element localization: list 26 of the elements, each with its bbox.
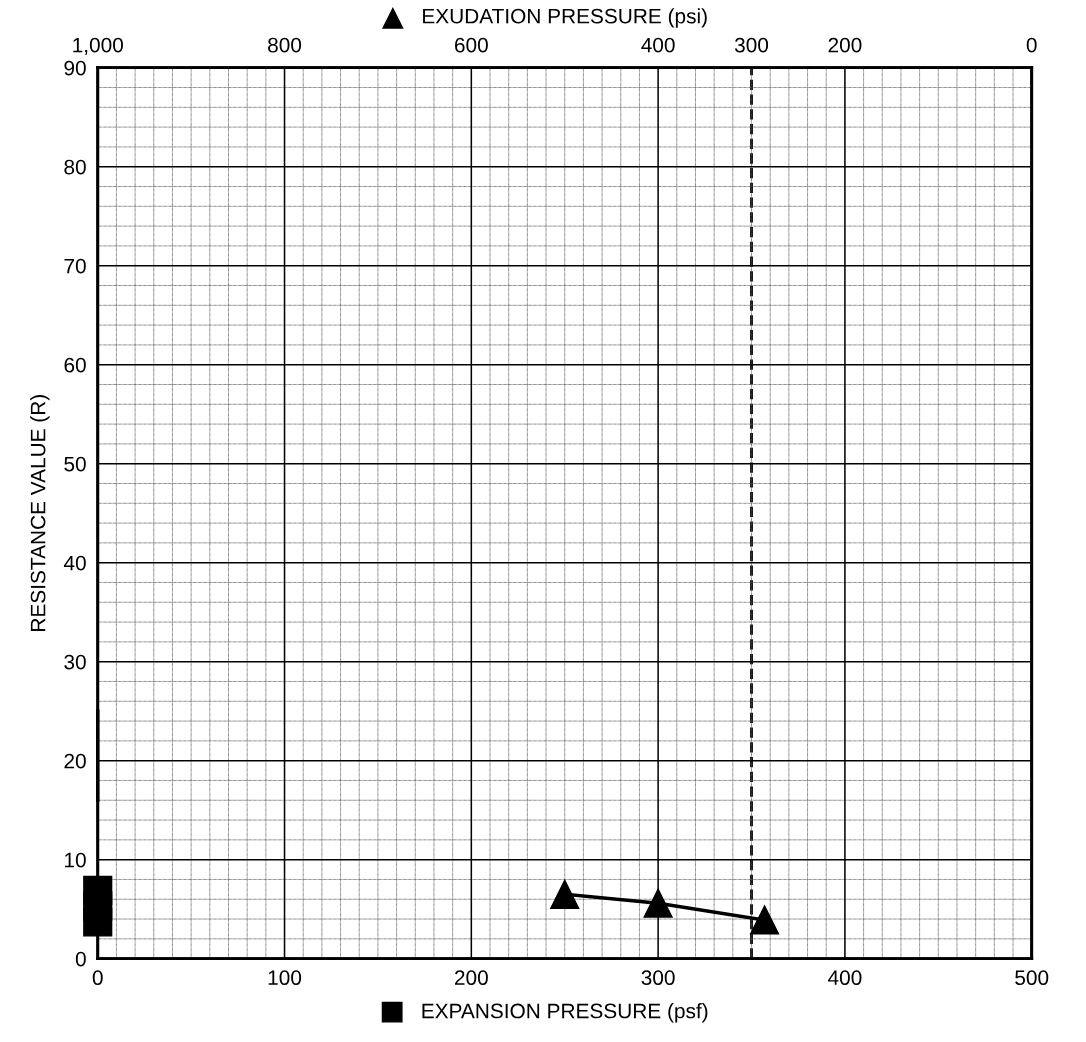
x2-tick-label: 400 <box>641 37 675 53</box>
x-tick-label: 200 <box>454 970 488 986</box>
x-tick-label: 300 <box>641 970 675 986</box>
y-tick-label: 20 <box>64 753 86 769</box>
x2-tick-label: 800 <box>268 37 302 53</box>
x2-tick-label: 200 <box>828 37 862 53</box>
x2-tick-label: 1,000 <box>73 37 123 55</box>
x2-tick-label: 0 <box>1026 37 1037 53</box>
y-tick-label: 80 <box>64 159 86 175</box>
y-tick-label: 0 <box>75 951 86 967</box>
x2-tick-label: 600 <box>455 37 488 53</box>
y-tick-label: 60 <box>64 357 86 373</box>
x2-tick-label: 300 <box>734 37 769 53</box>
y-tick-label: 90 <box>64 60 86 76</box>
x-tick-label: 400 <box>828 970 862 986</box>
x-axis-title: EXPANSION PRESSURE (psf) <box>422 1003 708 1023</box>
x-tick-label: 100 <box>268 970 302 986</box>
x2-axis-title: EXUDATION PRESSURE (psi) <box>423 8 707 28</box>
x-tick-label: 500 <box>1015 970 1049 986</box>
y-tick-label: 30 <box>64 654 86 670</box>
y-axis-title: RESISTANCE VALUE (R) <box>30 395 50 631</box>
x-tick-label: 0 <box>92 970 103 986</box>
y-tick-label: 50 <box>64 456 86 472</box>
y-tick-label: 40 <box>63 555 86 571</box>
y-tick-label: 70 <box>64 258 86 274</box>
y-tick-label: 10 <box>65 852 86 868</box>
